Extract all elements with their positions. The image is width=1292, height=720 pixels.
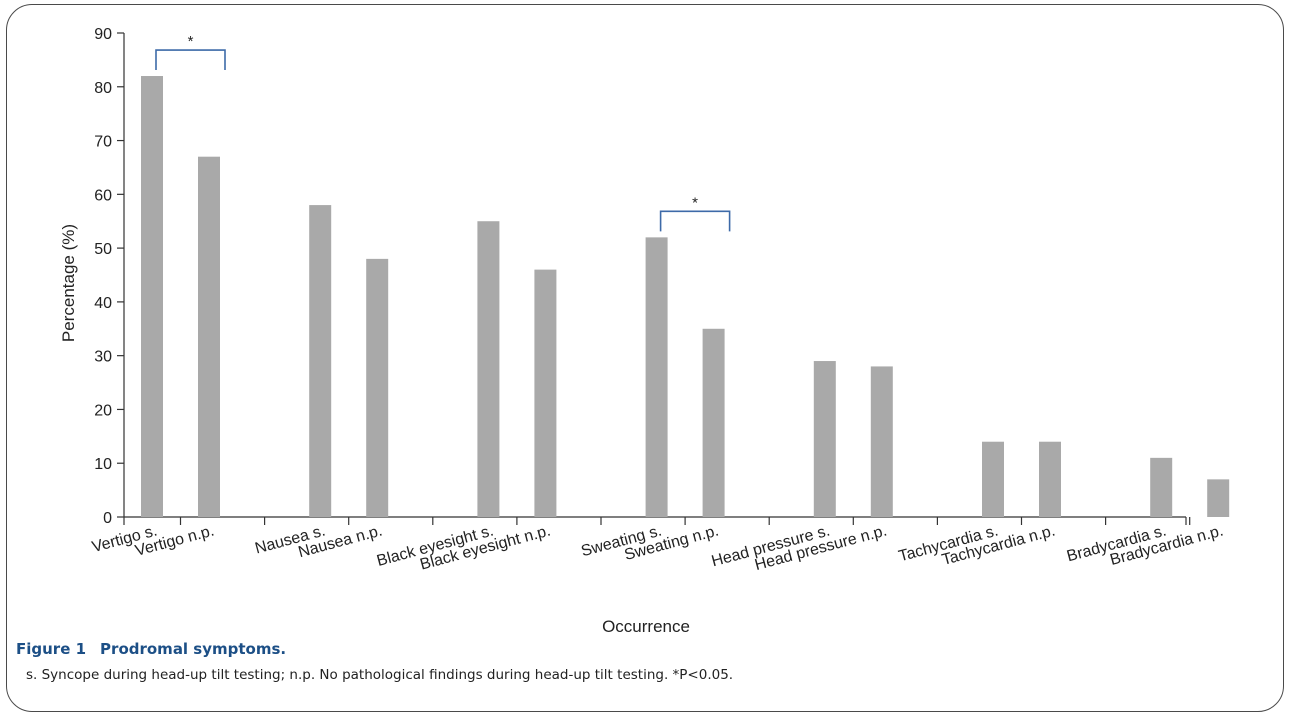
y-axis-title: Percentage (%) bbox=[59, 224, 78, 342]
figure-note: s. Syncope during head-up tilt testing; … bbox=[26, 667, 734, 683]
y-tick-label: 30 bbox=[94, 349, 112, 366]
figure-number: Figure 1 bbox=[16, 640, 87, 658]
bar-chart: 0 10 20 30 40 50 60 70 80 90 Vertigo s.Vertigo n.… bbox=[59, 26, 1230, 636]
significance-bracket bbox=[659, 210, 731, 232]
figure-title: Figure 1 Prodromal symptoms. bbox=[16, 640, 1276, 658]
y-tick-label: 90 bbox=[94, 26, 112, 43]
bar bbox=[982, 441, 1004, 517]
significance-label: * bbox=[692, 194, 698, 211]
significance-label: * bbox=[188, 33, 194, 50]
bar bbox=[366, 258, 389, 517]
bar bbox=[1039, 441, 1061, 517]
bar bbox=[870, 366, 893, 517]
bar bbox=[1150, 457, 1173, 517]
x-axis: Vertigo s.Vertigo n.p. Nausea s.Nausea n.… bbox=[90, 516, 1225, 574]
significance-brackets: ** bbox=[155, 33, 731, 232]
y-tick-label: 50 bbox=[94, 241, 112, 258]
y-tick-label: 60 bbox=[94, 187, 112, 204]
x-axis-title: Occurrence bbox=[602, 617, 690, 636]
y-axis: 0 10 20 30 40 50 60 70 80 90 bbox=[94, 26, 125, 527]
bar bbox=[534, 269, 557, 517]
significance-bracket bbox=[155, 49, 226, 71]
figure-title-text: Prodromal symptoms. bbox=[100, 640, 287, 658]
bar bbox=[813, 361, 836, 517]
y-tick-label: 20 bbox=[94, 402, 112, 419]
bar bbox=[477, 221, 500, 517]
bar bbox=[645, 237, 668, 517]
y-tick-label: 70 bbox=[94, 134, 112, 151]
bar bbox=[702, 328, 725, 517]
bar bbox=[309, 205, 332, 518]
bar bbox=[141, 76, 163, 518]
figure-frame bbox=[6, 4, 1284, 712]
bar bbox=[1207, 479, 1230, 517]
y-tick-label: 80 bbox=[94, 80, 112, 97]
figure-caption: Figure 1 Prodromal symptoms. s. Syncope d… bbox=[16, 640, 1276, 683]
bar bbox=[198, 156, 220, 517]
y-tick-label: 40 bbox=[94, 295, 112, 312]
y-tick-label: 10 bbox=[94, 456, 112, 473]
y-tick-label: 0 bbox=[103, 510, 112, 527]
bars bbox=[141, 76, 1230, 518]
